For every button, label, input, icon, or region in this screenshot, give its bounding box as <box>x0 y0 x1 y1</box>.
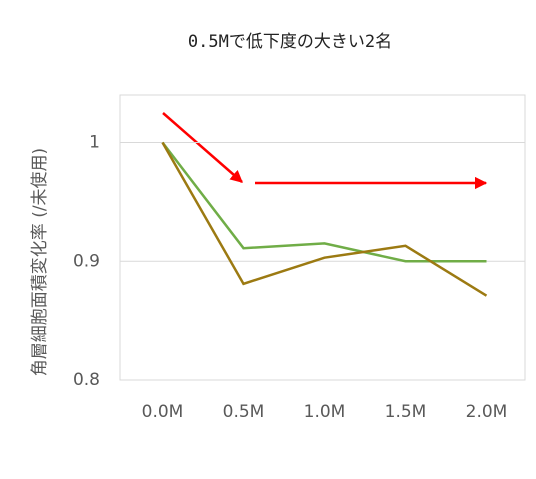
annotation-arrow <box>162 112 243 183</box>
plot-frame <box>119 94 526 381</box>
series-line <box>161 141 488 297</box>
y-axis-label: 角層細胞面積変化率 (/未使用) <box>29 148 50 376</box>
y-tick-label: 0.8 <box>73 370 100 390</box>
y-tick-label: 1 <box>89 133 100 153</box>
series-line <box>161 141 487 263</box>
x-tick-label: 2.0M <box>466 402 508 422</box>
x-tick-label: 1.5M <box>385 402 427 422</box>
x-tick-label: 0.0M <box>142 402 184 422</box>
x-tick-label: 1.0M <box>304 402 346 422</box>
x-tick-label: 0.5M <box>223 402 265 422</box>
chart-title: 0.5Mで低下度の大きい2名 <box>188 32 392 52</box>
y-tick-label: 0.9 <box>73 251 100 271</box>
